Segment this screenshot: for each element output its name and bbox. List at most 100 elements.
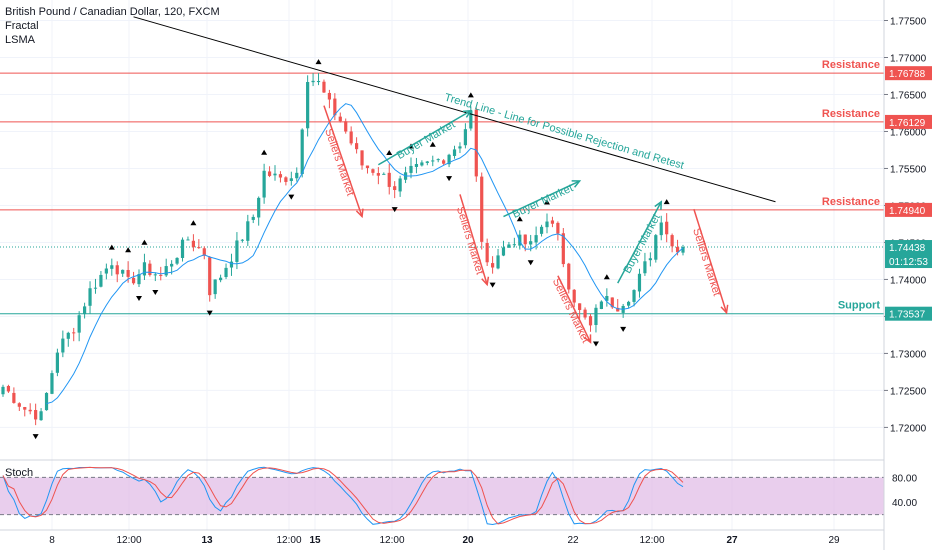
candle[interactable]	[463, 123, 467, 149]
candle[interactable]	[588, 314, 593, 332]
candle[interactable]	[425, 160, 429, 166]
candle[interactable]	[55, 348, 59, 377]
candle[interactable]	[539, 224, 544, 237]
candle[interactable]	[208, 256, 212, 302]
candle[interactable]	[398, 175, 402, 197]
candle[interactable]	[50, 370, 54, 395]
candle[interactable]	[599, 300, 603, 310]
candle[interactable]	[567, 262, 571, 294]
candle[interactable]	[1, 384, 5, 397]
candle[interactable]	[137, 269, 141, 287]
stoch-pane[interactable]: Stoch	[0, 459, 884, 526]
candle[interactable]	[77, 311, 81, 342]
time-axis[interactable]: 8 12:00 13 12:00 15 12:00 20 22 12:00 27 29	[0, 529, 884, 546]
candle[interactable]	[72, 327, 76, 342]
candle[interactable]	[83, 302, 87, 319]
candle[interactable]	[365, 165, 370, 174]
candle[interactable]	[229, 253, 234, 276]
candle[interactable]	[300, 128, 304, 178]
candle[interactable]	[197, 239, 201, 249]
candle[interactable]	[605, 288, 609, 307]
candle[interactable]	[257, 196, 261, 226]
candle[interactable]	[512, 237, 516, 248]
candle[interactable]	[17, 402, 21, 412]
candle[interactable]	[518, 230, 522, 250]
candle[interactable]	[447, 153, 451, 168]
candle[interactable]	[610, 297, 614, 309]
candle[interactable]	[180, 237, 185, 262]
candle[interactable]	[44, 392, 49, 411]
candle[interactable]	[338, 112, 342, 123]
candle[interactable]	[306, 75, 310, 137]
candle[interactable]	[578, 303, 582, 319]
candle[interactable]	[267, 166, 272, 178]
candle[interactable]	[420, 160, 424, 167]
candle[interactable]	[240, 238, 244, 243]
candle[interactable]	[6, 384, 11, 393]
candle[interactable]	[175, 257, 179, 266]
candle[interactable]	[93, 278, 98, 294]
candle[interactable]	[131, 271, 136, 285]
candle[interactable]	[627, 300, 631, 308]
candle[interactable]	[213, 279, 217, 299]
candle[interactable]	[632, 289, 636, 307]
candle[interactable]	[273, 165, 277, 181]
candle[interactable]	[409, 157, 413, 179]
candle[interactable]	[327, 89, 331, 109]
candle[interactable]	[355, 137, 359, 154]
candle[interactable]	[284, 176, 288, 186]
candle[interactable]	[148, 260, 152, 277]
candle[interactable]	[191, 234, 195, 252]
candle[interactable]	[436, 158, 440, 163]
candle[interactable]	[556, 221, 560, 241]
candle[interactable]	[501, 240, 506, 257]
candle[interactable]	[431, 155, 435, 167]
candle[interactable]	[452, 145, 457, 159]
candle[interactable]	[153, 272, 157, 282]
candle[interactable]	[251, 214, 255, 224]
candle[interactable]	[28, 403, 32, 415]
candle[interactable]	[442, 159, 446, 166]
candle[interactable]	[474, 107, 478, 182]
candle[interactable]	[545, 213, 549, 234]
candle[interactable]	[262, 163, 266, 204]
candle[interactable]	[344, 118, 348, 134]
candle[interactable]	[34, 403, 38, 426]
candle[interactable]	[164, 258, 168, 277]
candle[interactable]	[572, 289, 576, 308]
candle[interactable]	[480, 172, 484, 250]
candle[interactable]	[66, 331, 70, 347]
candle[interactable]	[349, 126, 353, 146]
candle[interactable]	[550, 216, 555, 228]
candle[interactable]	[360, 150, 364, 170]
candle[interactable]	[387, 164, 391, 195]
candle[interactable]	[648, 252, 652, 267]
candle[interactable]	[88, 281, 92, 314]
candle[interactable]	[235, 232, 239, 270]
candle[interactable]	[316, 73, 321, 86]
candle[interactable]	[219, 274, 223, 283]
candle[interactable]	[583, 307, 587, 320]
candle[interactable]	[371, 168, 375, 176]
candle[interactable]	[23, 406, 27, 417]
candle[interactable]	[665, 213, 669, 243]
candle[interactable]	[104, 263, 108, 280]
candle[interactable]	[616, 299, 620, 312]
trend-line-path[interactable]	[133, 16, 776, 203]
candle[interactable]	[278, 171, 283, 183]
candle[interactable]	[289, 171, 293, 186]
candle[interactable]	[670, 233, 674, 253]
candle[interactable]	[393, 181, 397, 199]
candle[interactable]	[311, 73, 315, 87]
candle[interactable]	[594, 304, 598, 333]
candle[interactable]	[202, 246, 206, 260]
candle[interactable]	[561, 228, 565, 268]
candle[interactable]	[659, 215, 663, 241]
candle[interactable]	[496, 248, 500, 270]
candle[interactable]	[637, 268, 642, 298]
candle[interactable]	[414, 157, 419, 174]
candle[interactable]	[458, 142, 462, 154]
candle[interactable]	[12, 387, 16, 404]
candle[interactable]	[142, 253, 147, 280]
candle[interactable]	[643, 252, 647, 276]
